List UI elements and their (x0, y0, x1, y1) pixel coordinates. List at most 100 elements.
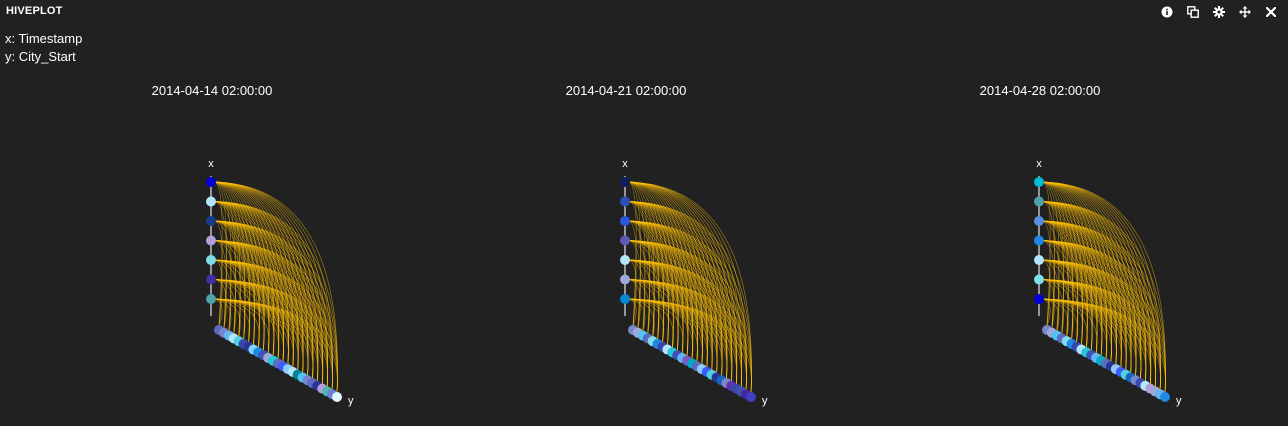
link-curve (214, 220, 223, 327)
link-curve (1042, 220, 1069, 338)
link-curve (214, 298, 338, 394)
link-curve (1042, 240, 1166, 394)
x-node (1034, 216, 1044, 226)
link-curve (628, 220, 637, 327)
link-curve (628, 279, 752, 394)
x-node (1034, 255, 1044, 265)
link-curve (628, 201, 641, 329)
link-curve (214, 181, 223, 327)
link-curve (1042, 298, 1051, 327)
link-group (1042, 181, 1166, 394)
link-curve (628, 259, 752, 394)
y-encoding-label: y: City_Start (5, 49, 76, 64)
link-curve (628, 220, 646, 332)
x-node (620, 235, 630, 246)
link-curve (1042, 259, 1051, 327)
gear-icon (1213, 6, 1225, 18)
panel-title: HIVEPLOT (6, 5, 63, 17)
link-curve (1042, 279, 1055, 329)
link-curve (628, 298, 646, 332)
link-curve (628, 220, 655, 338)
link-curve (1042, 259, 1166, 394)
y-node (1160, 392, 1170, 402)
duplicate-button[interactable] (1180, 3, 1206, 21)
link-curve (214, 201, 227, 329)
link-curve (214, 259, 338, 394)
copy-icon (1187, 6, 1199, 18)
x-node (620, 216, 630, 226)
link-curve (628, 279, 679, 352)
x-node (206, 177, 216, 187)
x-node (206, 216, 216, 226)
link-curve (628, 279, 641, 329)
link-curve (214, 220, 241, 338)
link-curve (1042, 240, 1055, 329)
link-curve (628, 259, 646, 332)
move-icon (1239, 6, 1251, 18)
x-node (1034, 274, 1044, 285)
x-axis-label: x (622, 158, 628, 170)
y-node (746, 392, 756, 402)
link-curve (1042, 298, 1166, 394)
y-axis-label: y (762, 395, 768, 407)
link-curve (214, 298, 232, 332)
link-curve (1042, 201, 1055, 329)
x-node (620, 196, 630, 207)
x-node (1034, 235, 1044, 246)
x-encoding-label: x: Timestamp (5, 31, 83, 46)
link-group (628, 181, 752, 394)
link-curve (214, 240, 338, 394)
link-curve (214, 240, 227, 329)
link-curve (1042, 181, 1051, 327)
move-button[interactable] (1232, 3, 1258, 21)
x-node (620, 294, 630, 304)
link-curve (628, 298, 655, 338)
panel-toolbar (1154, 3, 1284, 21)
x-node (620, 255, 630, 265)
y-axis-label: y (348, 395, 354, 407)
encoding-legend: x: Timestamp y: City_Start (5, 30, 82, 66)
link-curve (628, 240, 650, 335)
x-node (620, 177, 630, 187)
link-curve (628, 259, 637, 327)
hive-plot-2: xy (620, 158, 768, 407)
link-curve (1042, 220, 1051, 327)
x-node (206, 274, 216, 285)
info-button[interactable] (1154, 3, 1180, 21)
x-axis-label: x (208, 158, 214, 170)
link-curve (628, 240, 752, 394)
x-node (1034, 196, 1044, 207)
link-curve (1042, 298, 1069, 338)
x-node (206, 235, 216, 246)
close-icon (1266, 7, 1276, 17)
x-node (206, 196, 216, 207)
link-curve (1042, 279, 1166, 394)
link-curve (628, 298, 637, 327)
link-curve (1042, 259, 1060, 332)
link-curve (1042, 279, 1093, 352)
x-axis-label: x (1036, 158, 1042, 170)
y-axis-label: y (1176, 395, 1182, 407)
link-curve (214, 298, 241, 338)
x-node (206, 255, 216, 265)
link-curve (628, 240, 641, 329)
x-node (206, 294, 216, 304)
link-curve (1042, 240, 1064, 335)
link-curve (1042, 279, 1064, 335)
link-curve (214, 259, 223, 327)
link-group (214, 181, 338, 394)
link-curve (214, 259, 232, 332)
link-curve (1042, 220, 1060, 332)
hive-plot-1: xy (206, 158, 354, 407)
link-curve (214, 240, 236, 335)
x-node (1034, 294, 1044, 304)
link-curve (1042, 298, 1060, 332)
close-button[interactable] (1258, 3, 1284, 21)
settings-button[interactable] (1206, 3, 1232, 21)
link-curve (628, 279, 650, 335)
link-curve (214, 298, 223, 327)
x-node (620, 274, 630, 285)
info-icon (1161, 6, 1173, 18)
x-node (1034, 177, 1044, 187)
